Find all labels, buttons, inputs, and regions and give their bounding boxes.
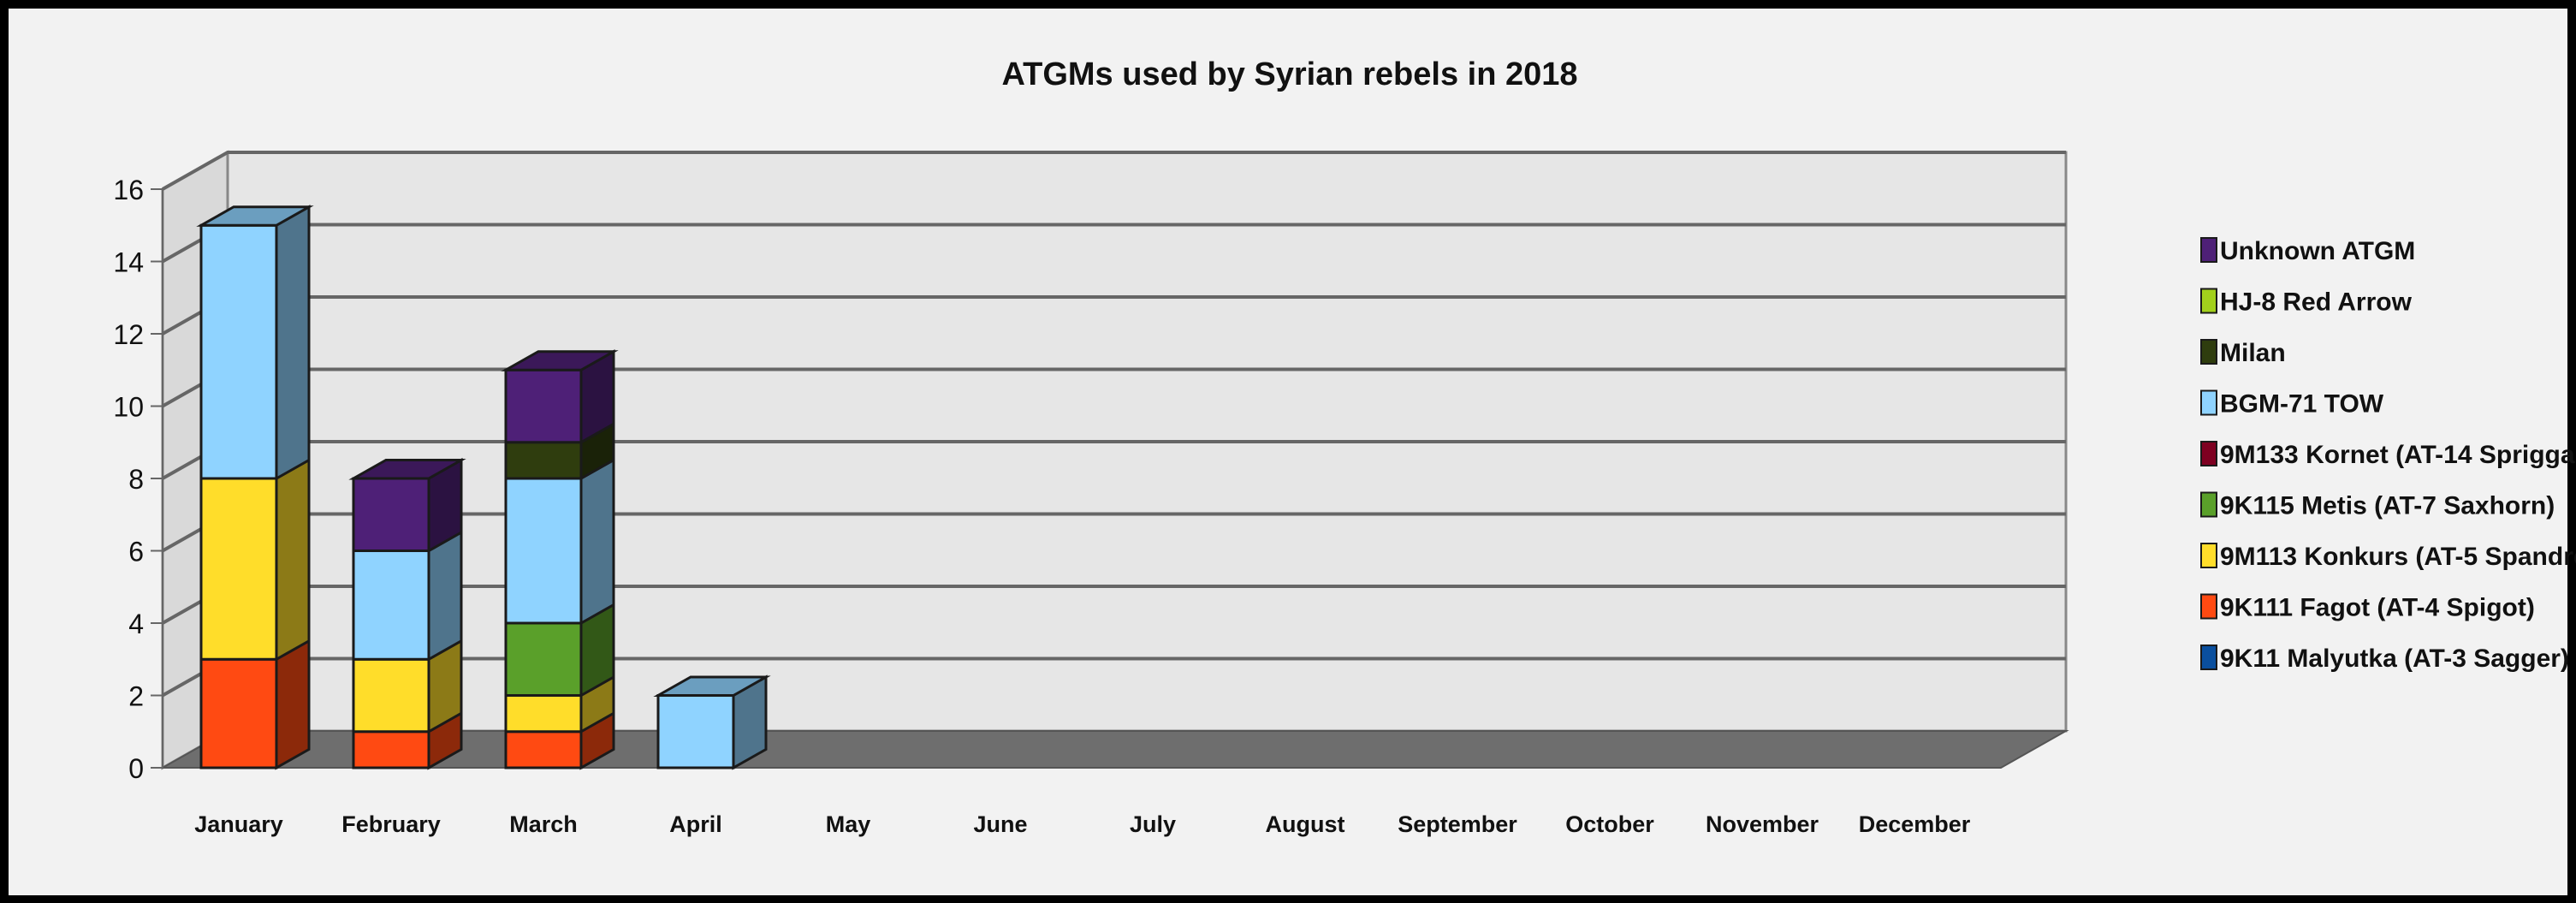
bar-front-face bbox=[352, 730, 430, 769]
x-tick-label-october: October bbox=[1565, 811, 1654, 837]
y-tick-label: 0 bbox=[128, 753, 144, 784]
x-tick-label-march: March bbox=[509, 811, 578, 837]
x-tick-label-june: June bbox=[973, 811, 1027, 837]
legend-item-unknown-atgm: Unknown ATGM bbox=[2200, 237, 2415, 265]
legend: Unknown ATGM HJ-8 Red Arrow Milan BGM-71 TO… bbox=[2200, 237, 2576, 673]
bar-segment-9k111-fagot-at-4-spigot-march bbox=[504, 710, 615, 770]
bar-side-face bbox=[427, 530, 463, 662]
bar-front-face bbox=[199, 657, 278, 769]
bar-side-face bbox=[275, 205, 311, 481]
bar-front-face bbox=[352, 550, 430, 661]
y-tick-label: 14 bbox=[113, 247, 144, 278]
gridline bbox=[162, 151, 2066, 191]
bar-front-face bbox=[504, 621, 583, 697]
x-tick-label-april: April bbox=[669, 811, 722, 837]
legend-item-hj-8-red-arrow: HJ-8 Red Arrow bbox=[2200, 288, 2413, 317]
legend-swatch bbox=[2200, 593, 2217, 620]
bar-side-face bbox=[275, 639, 311, 770]
bar-top-face-january bbox=[196, 205, 314, 227]
bar-front-face bbox=[504, 730, 583, 769]
legend-label: BGM-71 TOW bbox=[2220, 390, 2384, 419]
y-axis-ticks: 0 2 4 6 8 10 12 14 16 bbox=[113, 175, 163, 784]
bar-front-face bbox=[504, 441, 583, 480]
bar-segment-9k111-fagot-at-4-spigot-january bbox=[199, 639, 311, 770]
legend-item-9k11-malyutka-at-3-sagger: 9K11 Malyutka (AT-3 Sagger) bbox=[2200, 645, 2569, 673]
legend-label: 9K11 Malyutka (AT-3 Sagger) bbox=[2220, 645, 2569, 673]
bar-side-face bbox=[579, 457, 615, 626]
legend-item-9k115-metis-at-7-saxhorn: 9K115 Metis (AT-7 Saxhorn) bbox=[2200, 491, 2555, 520]
bar-top-face-march bbox=[501, 350, 619, 371]
x-axis-labels: January February March April May June July Augu… bbox=[194, 811, 1971, 837]
y-tick-label: 8 bbox=[128, 464, 144, 495]
y-tick-label: 4 bbox=[128, 609, 144, 639]
x-tick-label-july: July bbox=[1130, 811, 1176, 837]
bar-side-face bbox=[275, 457, 311, 662]
y-tick-label: 16 bbox=[113, 175, 144, 205]
bar-segment-bgm-71-tow-april bbox=[656, 674, 768, 770]
legend-item-bgm-71-tow: BGM-71 TOW bbox=[2200, 389, 2384, 419]
legend-label: 9K111 Fagot (AT-4 Spigot) bbox=[2220, 594, 2535, 622]
y-tick-label: 10 bbox=[113, 392, 144, 423]
y-tick-label: 12 bbox=[113, 319, 144, 350]
legend-item-9m133-kornet-at-14-spriggan: 9M133 Kornet (AT-14 Spriggan) bbox=[2200, 441, 2576, 469]
legend-label: 9K115 Metis (AT-7 Saxhorn) bbox=[2220, 492, 2555, 520]
legend-label: Unknown ATGM bbox=[2220, 237, 2415, 265]
legend-label: Milan bbox=[2220, 339, 2286, 367]
legend-item-9k111-fagot-at-4-spigot: 9K111 Fagot (AT-4 Spigot) bbox=[2200, 593, 2535, 622]
legend-swatch bbox=[2200, 288, 2217, 314]
legend-label: 9M113 Konkurs (AT-5 Spandrel) bbox=[2220, 543, 2576, 571]
bar-segment-bgm-71-tow-january bbox=[199, 205, 311, 481]
bar-top-face-february bbox=[348, 459, 466, 480]
bar-front-face bbox=[199, 477, 278, 661]
legend-item-milan: Milan bbox=[2200, 339, 2286, 367]
bar-front-face bbox=[504, 477, 583, 625]
bar-segment-9k111-fagot-at-4-spigot-february bbox=[352, 710, 463, 770]
x-tick-label-may: May bbox=[826, 811, 871, 837]
bar-front-face bbox=[504, 368, 583, 444]
legend-swatch bbox=[2200, 441, 2217, 466]
bar-top-face-april bbox=[653, 675, 771, 697]
legend-swatch bbox=[2200, 491, 2217, 518]
legend-label: 9M133 Kornet (AT-14 Spriggan) bbox=[2220, 441, 2576, 469]
bar-front-face bbox=[352, 477, 430, 552]
legend-swatch bbox=[2200, 543, 2217, 568]
bar-front-face bbox=[656, 694, 735, 769]
legend-label: HJ-8 Red Arrow bbox=[2220, 288, 2413, 317]
bar-segment-milan-march bbox=[504, 421, 615, 481]
x-tick-label-september: September bbox=[1398, 811, 1517, 837]
bar-segment-bgm-71-tow-february bbox=[352, 530, 463, 662]
legend-swatch bbox=[2200, 237, 2217, 263]
chart-title: ATGMs used by Syrian rebels in 2018 bbox=[1002, 56, 1578, 92]
bar-front-face bbox=[352, 657, 430, 734]
x-tick-label-december: December bbox=[1859, 811, 1971, 837]
bar-segment-9m113-konkurs-at-5-spandrel-january bbox=[199, 457, 311, 662]
legend-swatch bbox=[2200, 389, 2217, 416]
legend-item-9m113-konkurs-at-5-spandrel: 9M113 Konkurs (AT-5 Spandrel) bbox=[2200, 543, 2576, 571]
bar-front-face bbox=[199, 223, 278, 480]
bars bbox=[196, 205, 771, 770]
x-tick-label-january: January bbox=[194, 811, 283, 837]
y-tick-label: 6 bbox=[128, 537, 144, 567]
bar-segment-bgm-71-tow-march bbox=[504, 457, 615, 626]
bar-front-face bbox=[504, 694, 583, 734]
bar-segment-unknown-atgm-february bbox=[352, 457, 463, 554]
bar-segment-9m113-konkurs-at-5-spandrel-march bbox=[504, 674, 615, 734]
x-tick-label-november: November bbox=[1706, 811, 1819, 837]
legend-swatch bbox=[2200, 339, 2217, 365]
x-tick-label-august: August bbox=[1266, 811, 1345, 837]
legend-swatch bbox=[2200, 645, 2217, 670]
x-tick-label-february: February bbox=[341, 811, 441, 837]
y-tick-label: 2 bbox=[128, 681, 144, 712]
